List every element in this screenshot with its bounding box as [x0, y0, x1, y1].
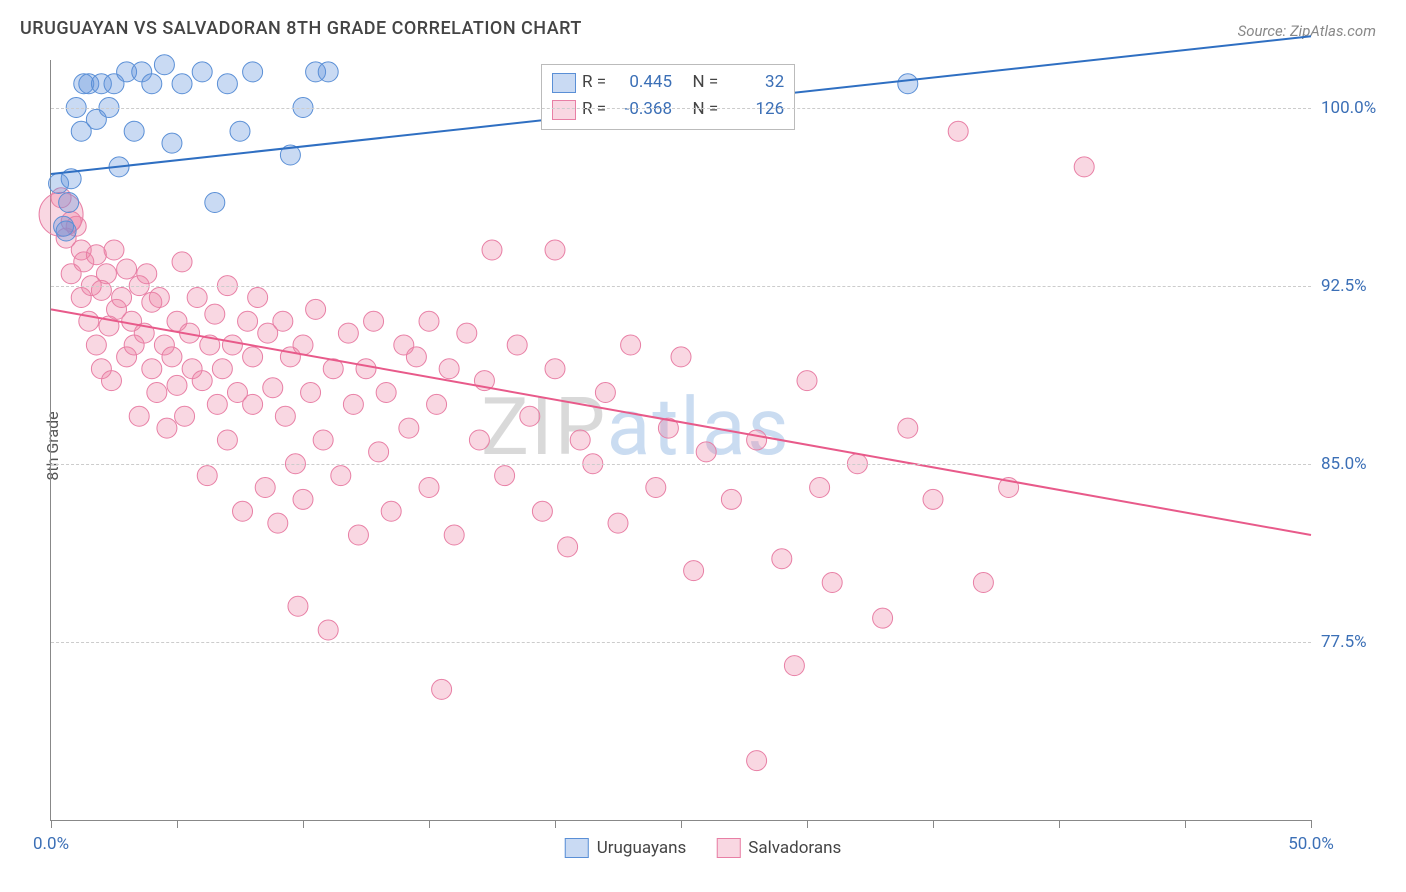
swatch-salvadorans	[552, 100, 576, 120]
legend-label-uruguayans: Uruguayans	[597, 838, 687, 858]
plot-svg	[51, 60, 1311, 820]
y-tick-label: 100.0%	[1321, 98, 1376, 118]
legend-row-salvadorans: R = -0.368 N = 126	[552, 96, 784, 123]
correlation-legend: R = 0.445 N = 32 R = -0.368 N = 126	[541, 64, 795, 130]
n-value-salvadorans: 126	[724, 96, 784, 123]
legend-label-salvadorans: Salvadorans	[748, 838, 841, 858]
y-tick-label: 77.5%	[1321, 632, 1367, 652]
legend-row-uruguayans: R = 0.445 N = 32	[552, 69, 784, 96]
legend-item-uruguayans: Uruguayans	[565, 838, 687, 858]
x-tick-label: 0.0%	[33, 834, 69, 854]
y-tick-label: 92.5%	[1321, 276, 1367, 296]
r-value-uruguayans: 0.445	[612, 69, 672, 96]
y-tick-label: 85.0%	[1321, 454, 1367, 474]
chart-title: URUGUAYAN VS SALVADORAN 8TH GRADE CORREL…	[20, 18, 582, 39]
legend-item-salvadorans: Salvadorans	[716, 838, 841, 858]
plot-area: ZIPatlas R = 0.445 N = 32 R = -0.368 N =…	[50, 60, 1311, 821]
series-legend: Uruguayans Salvadorans	[565, 838, 841, 858]
n-label-s: N =	[692, 96, 718, 123]
r-label-s: R =	[582, 96, 606, 123]
r-value-salvadorans: -0.368	[612, 96, 672, 123]
n-spacer	[678, 96, 686, 123]
x-tick-label: 50.0%	[1288, 834, 1334, 854]
n-label	[678, 69, 686, 96]
swatch-salvadorans-bottom	[716, 838, 740, 858]
swatch-uruguayans-bottom	[565, 838, 589, 858]
n-value-uruguayans: 32	[724, 69, 784, 96]
r-label: R =	[582, 69, 606, 96]
swatch-uruguayans	[552, 73, 576, 93]
n-label-u: N =	[692, 69, 718, 96]
